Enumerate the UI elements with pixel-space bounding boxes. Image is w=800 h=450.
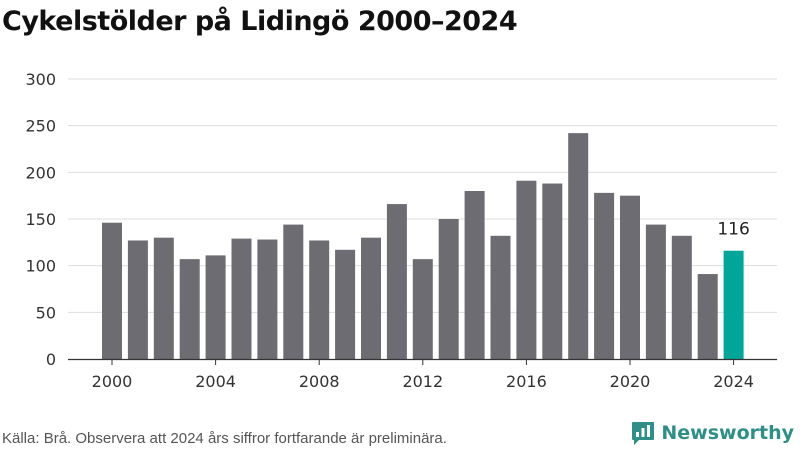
bar-2001 (127, 240, 148, 359)
y-tick-label: 200 (25, 163, 56, 182)
bar-2015 (490, 235, 511, 359)
bar-2017 (542, 183, 563, 359)
x-tick-label: 2004 (195, 372, 236, 391)
bar-2013 (438, 219, 459, 359)
x-axis: 2000 2004 2008 2012 2016 2020 2024 (68, 358, 777, 391)
bar-2004 (205, 255, 226, 359)
bar-2024 (723, 250, 744, 359)
y-tick-label: 100 (25, 257, 56, 276)
bar-2008 (309, 240, 330, 359)
y-tick-label: 300 (25, 70, 56, 89)
data-labels: 116 (717, 220, 749, 240)
bar-2002 (153, 237, 174, 359)
bar-2011 (386, 204, 407, 359)
bar-2000 (102, 222, 122, 359)
bar-2021 (645, 224, 666, 359)
bar-2020 (620, 195, 640, 359)
bar-2006 (257, 239, 278, 359)
y-tick-label: 150 (25, 210, 56, 229)
bar-2012 (412, 259, 433, 359)
bar-2018 (568, 133, 589, 359)
x-tick-label: 2016 (506, 372, 547, 391)
y-tick-label: 50 (36, 303, 56, 322)
bar-2010 (361, 237, 381, 359)
chart-title: Cykelstölder på Lidingö 2000–2024 (2, 6, 518, 37)
data-label: 116 (717, 220, 749, 240)
bar-2022 (671, 235, 692, 359)
bar-2016 (516, 180, 537, 359)
brand[interactable]: Newsworthy (631, 420, 794, 446)
bar-2007 (283, 224, 304, 359)
bar-2019 (594, 192, 615, 359)
y-tick-label: 0 (46, 350, 56, 369)
bars (102, 133, 744, 359)
bar-2014 (464, 191, 485, 359)
bar-2009 (335, 249, 356, 359)
x-tick-label: 2008 (299, 372, 340, 391)
x-tick-label: 2020 (610, 372, 651, 391)
x-tick-label: 2012 (402, 372, 443, 391)
y-tick-label: 250 (25, 117, 56, 136)
y-axis-ticks: 0 50 100 150 200 250 300 (25, 70, 56, 369)
x-tick-label: 2000 (92, 372, 133, 391)
source-note: Källa: Brå. Observera att 2024 års siffr… (2, 430, 447, 447)
bar-2003 (179, 259, 200, 359)
newsworthy-logo-icon (632, 422, 655, 445)
x-tick-label: 2024 (713, 372, 754, 391)
brand-name: Newsworthy (661, 422, 794, 444)
bar-2005 (231, 238, 252, 359)
bar-2023 (697, 274, 718, 359)
